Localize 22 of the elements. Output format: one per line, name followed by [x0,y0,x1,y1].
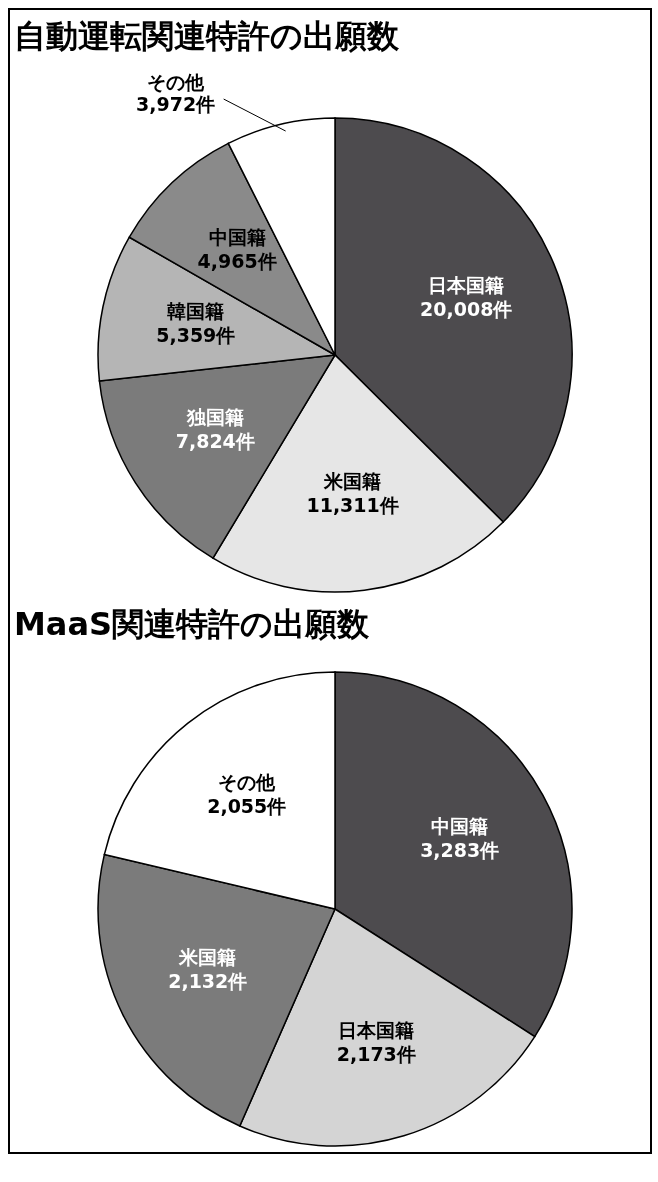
data-label: 4,965件 [197,249,277,272]
slice-label: 米国籍 [178,946,237,969]
slice-label: 米国籍 [323,470,382,493]
data-label: 20,008件 [420,298,513,321]
slice-label: その他 [218,771,277,794]
data-label: 11,311件 [306,494,399,517]
slice-label: 中国籍 [208,225,266,248]
data-label: 3,283件 [420,838,500,861]
data-label: 7,824件 [175,429,255,452]
slice-label: その他 [147,71,206,94]
slice-label: 日本国籍 [428,274,505,297]
data-label: 2,055件 [207,795,287,818]
chart-title: MaaS関連特許の出願数 [13,604,371,645]
data-label: 3,972件 [136,93,216,116]
data-label: 2,173件 [336,1043,416,1066]
slice-label: 日本国籍 [338,1019,415,1042]
data-label: 5,359件 [156,324,236,347]
slice-label: 中国籍 [431,814,489,837]
chart-title: 自動運転関連特許の出願数 [13,16,400,57]
data-label: 2,132件 [168,970,248,993]
slice-label: 韓国籍 [167,300,225,323]
slice-label: 独国籍 [185,405,244,428]
